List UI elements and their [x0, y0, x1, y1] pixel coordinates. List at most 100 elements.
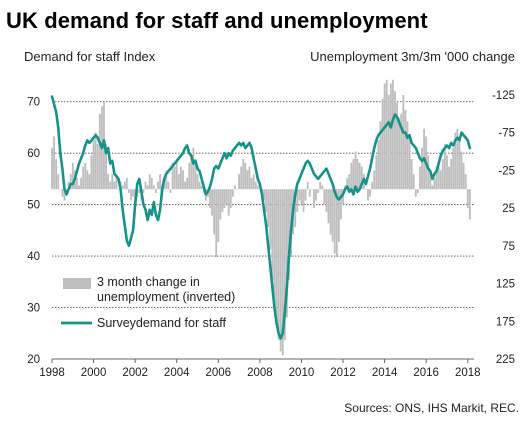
unemployment-bar-49 — [152, 185, 155, 190]
unemployment-bar-93 — [244, 162, 247, 190]
unemployment-bar-31 — [115, 174, 118, 190]
unemployment-bar-199 — [464, 174, 467, 190]
unemployment-bar-47 — [148, 174, 151, 190]
legend-bar-swatch — [63, 278, 91, 289]
unemployment-bar-112 — [283, 189, 286, 341]
unemployment-bar-36 — [125, 177, 128, 190]
unemployment-bar-182 — [429, 170, 432, 190]
unemployment-bar-98 — [254, 181, 257, 190]
unemployment-bar-21 — [94, 132, 97, 190]
unemployment-bar-197 — [460, 151, 463, 190]
unemployment-bar-201 — [468, 189, 471, 220]
unemployment-bar-140 — [342, 189, 344, 205]
unemployment-bar-107 — [273, 189, 276, 310]
right-tick-label-225: 225 — [496, 354, 515, 366]
unemployment-bar-38 — [130, 189, 132, 201]
unemployment-bar-136 — [333, 189, 336, 254]
unemployment-bar-79 — [215, 189, 218, 258]
unemployment-bar-48 — [150, 177, 153, 190]
unemployment-bar-72 — [200, 185, 203, 190]
unemployment-bar-28 — [109, 181, 112, 190]
unemployment-bar-121 — [302, 189, 305, 212]
unemployment-bar-85 — [227, 189, 230, 216]
unemployment-bar-51 — [157, 181, 159, 190]
unemployment-bar-200 — [466, 189, 469, 209]
line-layer — [50, 95, 472, 340]
unemployment-bar-26 — [105, 143, 107, 190]
unemployment-bar-92 — [242, 159, 245, 190]
unemployment-bar-64 — [184, 181, 186, 190]
axis-layer: 1998 2000 2002 2004 2006 2008 2010 2012 2014 2016… — [27, 90, 515, 379]
legend-bar-label-line-1: 3 month change in — [97, 275, 200, 289]
unemployment-bar-71 — [198, 181, 201, 190]
right-tick-label-125: 125 — [496, 279, 515, 291]
unemployment-bar-62 — [179, 166, 182, 190]
unemployment-bar-102 — [263, 189, 265, 201]
unemployment-bar-110 — [279, 189, 282, 352]
unemployment-bar-46 — [146, 185, 149, 190]
bar-layer — [51, 79, 471, 356]
unemployment-bar-143 — [348, 174, 351, 190]
unemployment-bar-95 — [248, 166, 251, 190]
unemployment-bar-44 — [142, 189, 145, 193]
unemployment-bar-57 — [169, 189, 172, 193]
unemployment-bar-154 — [371, 181, 374, 190]
unemployment-bar-70 — [196, 174, 199, 190]
unemployment-bar-135 — [331, 189, 334, 243]
unemployment-bar-114 — [288, 189, 290, 280]
unemployment-bar-108 — [275, 189, 278, 326]
unemployment-bar-10 — [71, 162, 74, 190]
unemployment-bar-15 — [82, 166, 85, 190]
unemployment-bar-103 — [265, 189, 268, 212]
unemployment-bar-137 — [335, 189, 338, 258]
unemployment-bar-104 — [267, 189, 270, 227]
unemployment-bar-155 — [373, 170, 376, 190]
unemployment-bar-97 — [252, 174, 255, 190]
unemployment-bar-23 — [98, 113, 101, 190]
unemployment-bar-39 — [132, 189, 134, 197]
unemployment-bar-145 — [352, 159, 355, 190]
unemployment-bar-67 — [190, 155, 193, 190]
unemployment-bar-178 — [421, 147, 423, 190]
x-tick-label-2008: 2008 — [247, 367, 273, 379]
unemployment-bar-129 — [319, 181, 322, 190]
right-tick-label--125: -125 — [492, 90, 515, 102]
unemployment-bar-139 — [340, 189, 342, 220]
unemployment-bar-91 — [240, 166, 243, 190]
unemployment-bar-188 — [441, 159, 444, 190]
unemployment-bar-55 — [165, 170, 168, 190]
unemployment-bar-184 — [433, 177, 436, 190]
unemployment-bar-22 — [96, 143, 99, 190]
unemployment-bar-109 — [277, 189, 280, 341]
unemployment-bar-148 — [358, 162, 361, 190]
unemployment-bar-190 — [446, 155, 448, 190]
unemployment-bar-77 — [211, 189, 213, 216]
unemployment-bar-16 — [84, 162, 87, 190]
unemployment-bar-58 — [171, 162, 174, 190]
left-tick-label-50: 50 — [27, 200, 40, 212]
left-axis-title: Demand for staff Index — [24, 49, 156, 64]
unemployment-bar-191 — [448, 166, 450, 190]
unemployment-bar-144 — [350, 162, 353, 190]
unemployment-bar-142 — [346, 177, 349, 190]
unemployment-bar-181 — [427, 155, 430, 190]
unemployment-bar-65 — [186, 177, 189, 190]
x-tick-label-2000: 2000 — [81, 367, 107, 379]
unemployment-bar-69 — [194, 159, 197, 190]
unemployment-bar-35 — [123, 181, 126, 190]
unemployment-bar-118 — [296, 189, 299, 212]
unemployment-bar-171 — [406, 121, 409, 190]
unemployment-bar-6 — [63, 189, 66, 201]
unemployment-bar-50 — [155, 189, 157, 193]
unemployment-bar-146 — [354, 151, 357, 190]
unemployment-bar-52 — [159, 174, 162, 190]
unemployment-bar-196 — [458, 136, 461, 190]
unemployment-bar-194 — [454, 132, 457, 190]
unemployment-bar-81 — [219, 189, 222, 220]
unemployment-bar-87 — [231, 189, 234, 197]
unemployment-bar-198 — [462, 162, 465, 190]
unemployment-bar-96 — [250, 177, 253, 190]
unemployment-bar-68 — [192, 147, 195, 190]
unemployment-bar-123 — [306, 181, 309, 190]
